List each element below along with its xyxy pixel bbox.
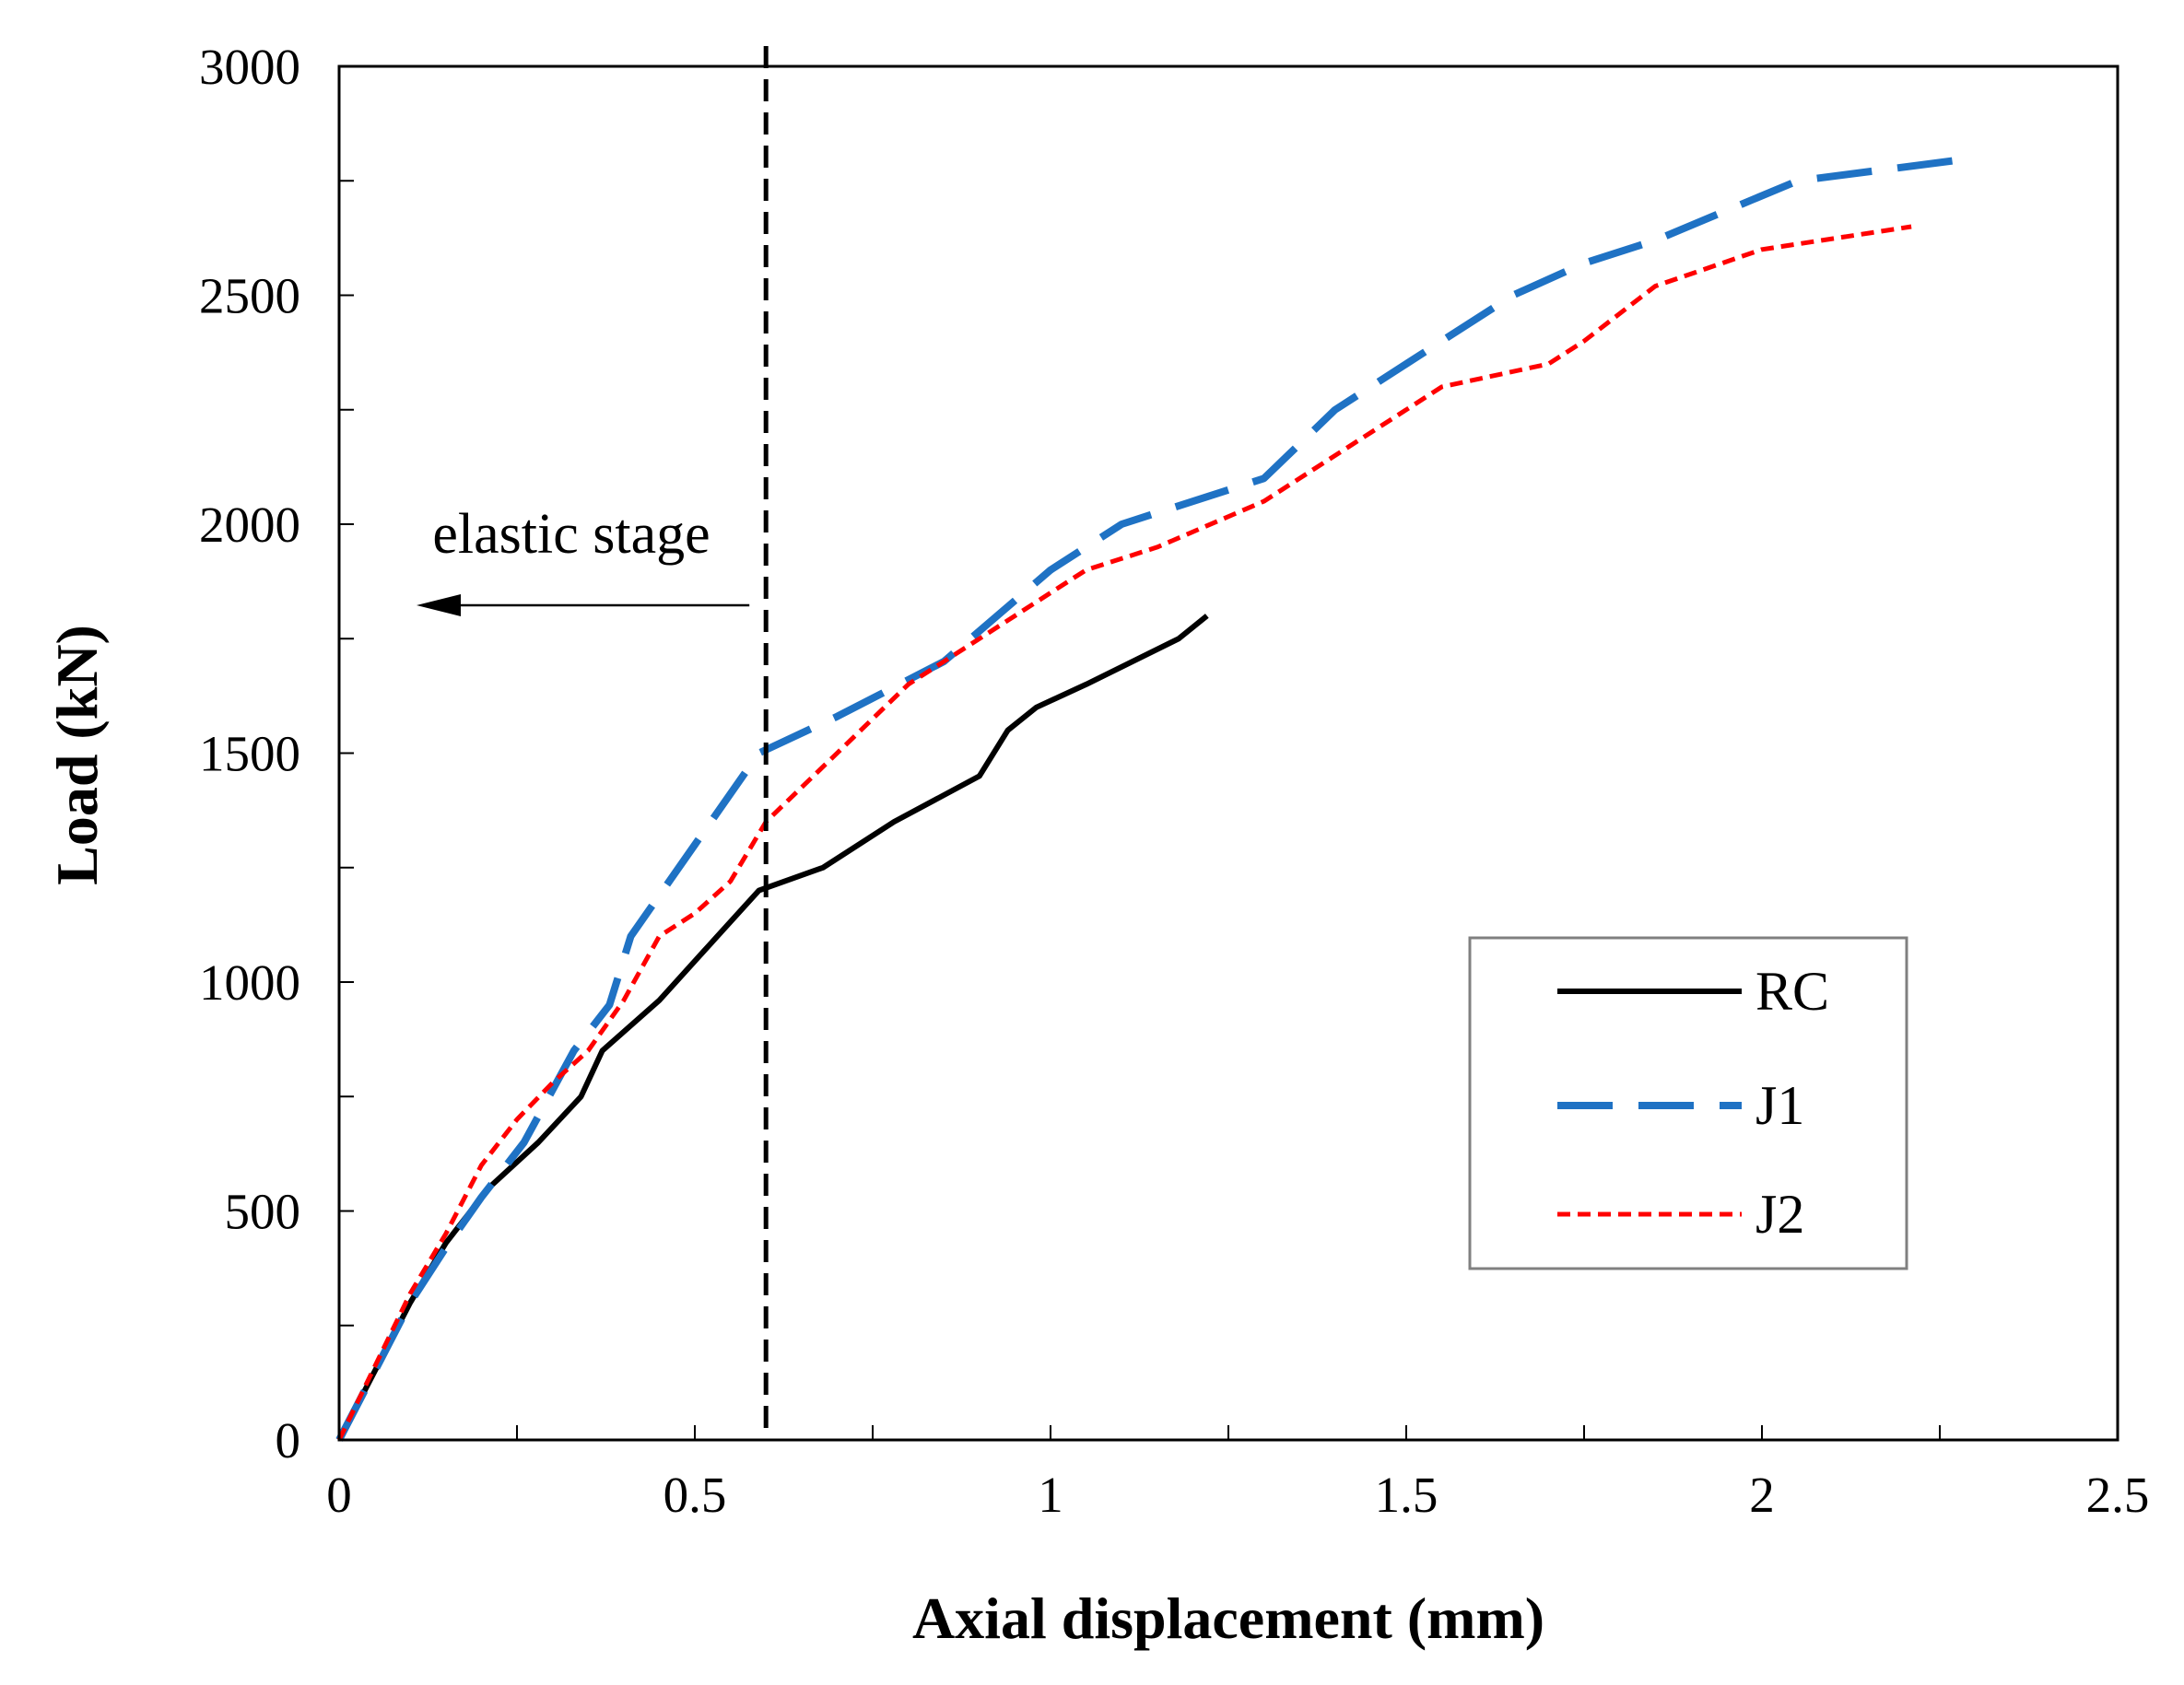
y-tick-label: 1000 [199, 954, 300, 1011]
legend-label-j1: J1 [1755, 1075, 1804, 1136]
x-tick-label: 0 [326, 1467, 352, 1523]
x-tick-label: 1.5 [1375, 1467, 1438, 1523]
series-layer [335, 154, 1977, 1442]
y-axis-title: Load (kN) [44, 625, 110, 885]
y-tick-label: 2000 [199, 497, 300, 553]
x-tick-label: 1 [1038, 1467, 1063, 1523]
plot-frame [337, 64, 2119, 1442]
arrowhead-icon [417, 594, 461, 616]
series-line-j1 [335, 154, 1977, 1442]
x-axis-title: Axial displacement (mm) [912, 1586, 1544, 1651]
x-tick-label: 2.5 [2086, 1467, 2150, 1523]
series-line-j2 [336, 224, 1912, 1442]
legend: RC J1 J2 [1468, 936, 1908, 1270]
elastic-stage-label: elastic stage [432, 503, 710, 566]
y-tick-label: 2500 [199, 268, 300, 324]
y-tick-label: 500 [225, 1184, 301, 1240]
legend-label-rc: RC [1755, 961, 1829, 1022]
series-line-rc [336, 614, 1209, 1442]
tick-labels: 0 0.5 1 1.5 2 2.5 0 500 1000 1500 2000 2500 3000 [199, 39, 2149, 1523]
legend-label-j2: J2 [1755, 1184, 1804, 1245]
y-tick-label: 3000 [199, 39, 300, 95]
y-tick-label: 1500 [199, 726, 300, 782]
x-tick-label: 2 [1749, 1467, 1775, 1523]
x-tick-label: 0.5 [663, 1467, 727, 1523]
y-tick-label: 0 [276, 1412, 301, 1469]
